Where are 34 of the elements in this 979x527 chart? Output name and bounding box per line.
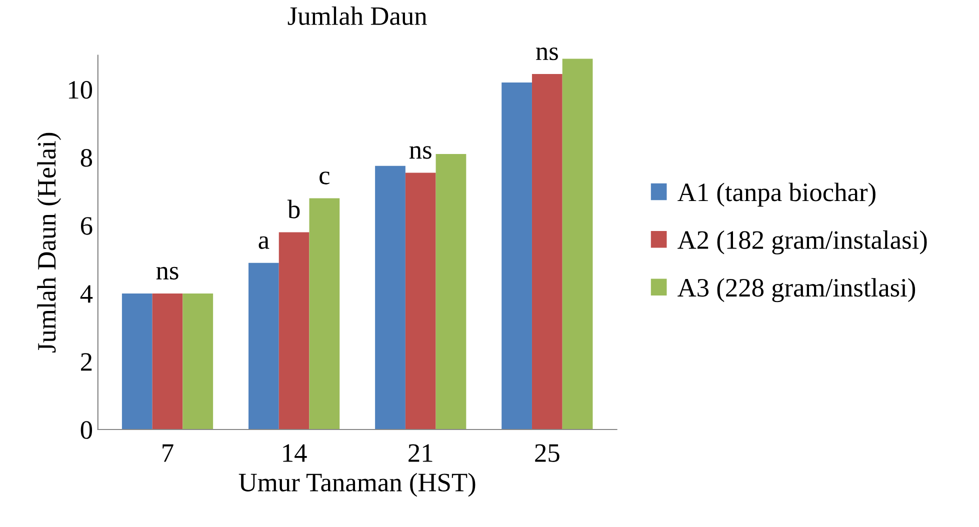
bar (278, 232, 310, 430)
y-axis-title: Jumlah Daun (Helai) (37, 132, 62, 353)
bar (375, 166, 406, 430)
x-tick-label: 7 (162, 444, 174, 462)
legend-label: A3 (228 gram/instlasi) (678, 278, 916, 302)
y-tick-label: 6 (80, 217, 92, 235)
data-label: a (258, 236, 270, 249)
data-label: ns (409, 146, 432, 159)
data-label: ns (536, 47, 558, 60)
bar (562, 58, 593, 430)
bar (405, 172, 436, 430)
data-label: ns (156, 266, 178, 280)
x-tick-label: 14 (283, 444, 307, 462)
bar (122, 293, 152, 430)
data-label: c (320, 172, 330, 184)
y-tick-label: 4 (80, 285, 93, 303)
data-label: b (287, 200, 300, 218)
x-axis-title: Umur Tanaman (HST) (238, 472, 476, 497)
x-tick-label: 21 (408, 444, 432, 462)
y-tick-label: 10 (68, 80, 92, 99)
bar (152, 293, 183, 430)
bar (436, 154, 466, 430)
y-tick-label: 2 (81, 353, 92, 371)
bar (248, 262, 279, 430)
bar (309, 198, 340, 430)
bar (502, 82, 532, 430)
bar (532, 74, 562, 430)
bar (182, 293, 214, 430)
legend-label: A1 (tanpa biochar) (678, 182, 876, 207)
x-tick-label: 25 (535, 444, 560, 462)
y-tick-label: 0 (80, 421, 92, 439)
y-tick-label: 8 (80, 148, 92, 167)
chart-title: Jumlah Daun (288, 6, 427, 26)
legend-label: A2 (182 gram/instalasi) (678, 230, 927, 254)
